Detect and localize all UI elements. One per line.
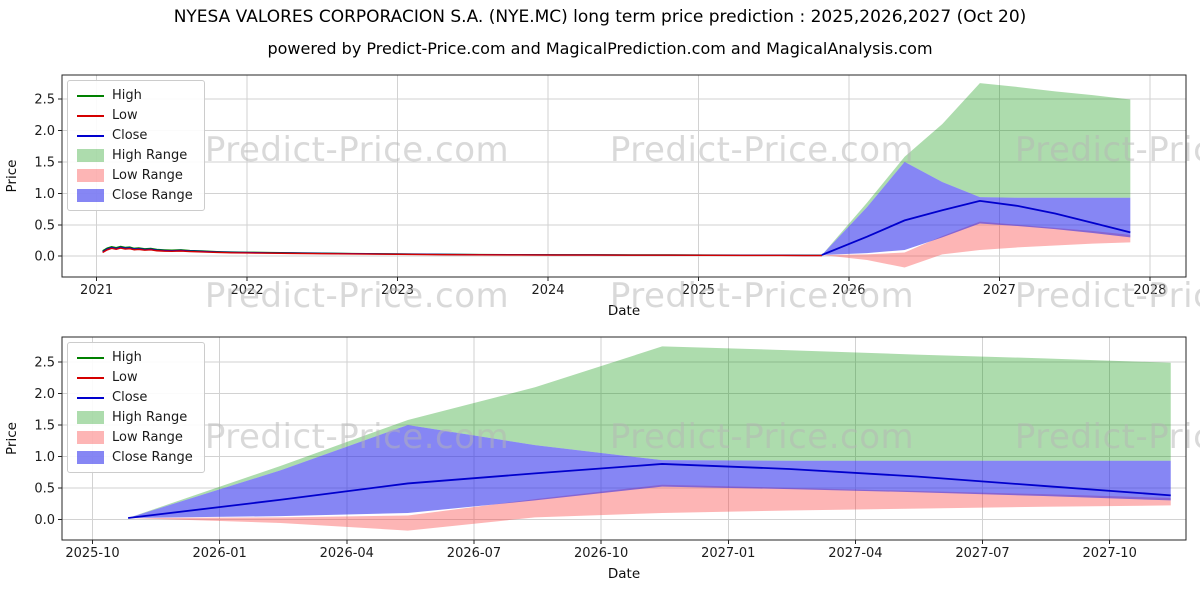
x-axis-label: Date [608,566,640,582]
x-tick-label: 2022 [231,283,264,298]
legend-label: High Range [112,410,188,425]
x-axis-label: Date [608,303,640,319]
y-axis-label: Price [4,422,20,455]
x-tick-label: 2026-10 [574,546,628,561]
legend-item-high-range: High Range [77,148,193,163]
legend-label: Low [112,370,138,385]
high-range-area [821,83,1131,255]
y-tick-label: 0.5 [34,218,55,233]
legend-item-close-range: Close Range [77,450,193,465]
y-tick-label: 1.5 [34,155,55,170]
legend-item-high: High [77,350,193,365]
y-tick-label: 0.0 [34,513,55,528]
plot-border [61,74,1187,278]
x-tick-label: 2028 [1133,283,1166,298]
legend: High Low Close High Range Low Range Close Ran… [67,342,205,473]
legend-label: Low Range [112,168,183,183]
legend-item-low: Low [77,370,193,385]
y-tick-label: 2.5 [34,356,55,371]
legend-item-low-range: Low Range [77,168,193,183]
y-tick-label: 1.0 [34,187,55,202]
low-range-area [128,484,1171,531]
low-history-line [102,247,822,257]
legend-item-close-range: Close Range [77,188,193,203]
x-tick-label: 2026-04 [320,546,374,561]
legend-line-swatch [77,114,104,117]
legend-line-swatch [77,376,104,379]
legend-label: Close [112,128,148,143]
x-tick-label: 2026-01 [193,546,247,561]
legend-fill-swatch [77,169,104,182]
legend-item-close: Close [77,128,193,143]
legend-label: High Range [112,148,188,163]
watermark-text: Predict-Price.com [609,130,915,170]
legend-line-swatch [77,356,104,359]
legend-item-high-range: High Range [77,410,193,425]
y-tick-label: 2.0 [34,124,55,139]
watermark-text: Predict-Price.com [609,417,915,457]
legend: High Low Close High Range Low Range Close Ran… [67,80,205,211]
x-tick-label: 2026 [832,283,865,298]
legend-fill-swatch [77,189,104,202]
close-forecast-line [821,199,1131,256]
y-tick-label: 2.5 [34,92,55,107]
x-tick-label: 2024 [531,283,564,298]
legend-label: Low [112,108,138,123]
x-tick-label: 2027-04 [828,546,882,561]
watermark-text: Predict-Price.com [1014,130,1200,170]
watermark-text: Predict-Price.com [204,276,510,316]
close-range-area [128,424,1171,519]
legend-item-high: High [77,88,193,103]
x-tick-label: 2027-07 [955,546,1009,561]
close-range-area [821,161,1131,255]
x-tick-label: 2027 [983,283,1016,298]
legend-line-swatch [77,134,104,137]
legend-item-low-range: Low Range [77,430,193,445]
legend-fill-swatch [77,411,104,424]
forecast-detail-chart: 2025-10 2026-01 2026-04 2026-07 2026-10 2027-… [4,336,1187,582]
legend-fill-swatch [77,431,104,444]
close-forecast-line [128,463,1171,519]
x-tick-label: 2021 [80,283,113,298]
x-tick-label: 2027-01 [701,546,755,561]
legend-fill-swatch [77,451,104,464]
legend-line-swatch [77,396,104,399]
plot-border [61,336,1187,541]
chart-subtitle: powered by Predict-Price.com and Magical… [267,39,933,58]
legend-line-swatch [77,94,104,97]
watermark-text: Predict-Price.com [204,130,510,170]
legend-label: Close Range [112,188,193,203]
watermark-text: Predict-Price.com [204,417,510,457]
legend-label: Close [112,390,148,405]
legend-label: High [112,350,142,365]
y-axis-label: Price [4,160,20,193]
y-tick-label: 0.5 [34,481,55,496]
x-tick-label: 2027-10 [1083,546,1137,561]
chart-title: NYESA VALORES CORPORACION S.A. (NYE.MC) … [173,7,1027,27]
x-tick-label: 2023 [381,283,414,298]
legend-label: High [112,88,142,103]
long-term-chart: 2021 2022 2023 2024 2025 2026 2027 2028 0.0 0.5 1.… [4,74,1187,319]
legend-label: Low Range [112,430,183,445]
y-tick-label: 0.0 [34,250,55,265]
y-tick-label: 2.0 [34,387,55,402]
watermark-text: Predict-Price.com [1014,276,1200,316]
watermark-text: Predict-Price.com [1014,417,1200,457]
legend-fill-swatch [77,149,104,162]
legend-item-close: Close [77,390,193,405]
legend-item-low: Low [77,108,193,123]
x-tick-label: 2025 [682,283,715,298]
high-range-area [128,346,1171,519]
y-tick-label: 1.0 [34,450,55,465]
y-tick-label: 1.5 [34,418,55,433]
x-tick-label: 2026-07 [447,546,501,561]
x-tick-label: 2025-10 [65,546,119,561]
legend-label: Close Range [112,450,193,465]
low-range-area [821,221,1131,268]
watermark-text: Predict-Price.com [609,276,915,316]
